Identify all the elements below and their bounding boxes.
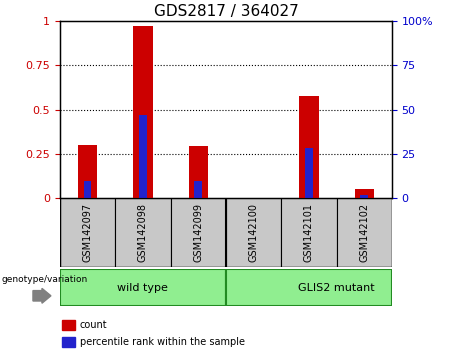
Bar	[299, 97, 319, 198]
Text: GSM142100: GSM142100	[248, 203, 259, 262]
FancyArrow shape	[33, 289, 51, 303]
Text: count: count	[80, 320, 107, 330]
Text: GSM142097: GSM142097	[83, 203, 93, 262]
Bar	[84, 181, 91, 198]
Bar	[60, 198, 115, 267]
Bar	[133, 26, 153, 198]
Bar	[189, 146, 208, 198]
Bar	[355, 188, 374, 198]
Bar	[62, 337, 75, 347]
Bar	[226, 198, 281, 267]
Bar	[171, 198, 226, 267]
Text: genotype/variation: genotype/variation	[2, 275, 88, 284]
Text: GSM142101: GSM142101	[304, 203, 314, 262]
Bar	[139, 115, 147, 198]
Text: percentile rank within the sample: percentile rank within the sample	[80, 337, 245, 347]
Bar	[62, 320, 75, 330]
Bar	[78, 145, 97, 198]
Title: GDS2817 / 364027: GDS2817 / 364027	[154, 4, 298, 19]
Text: GSM142099: GSM142099	[193, 203, 203, 262]
Bar	[305, 148, 313, 198]
Bar	[115, 198, 171, 267]
Bar	[361, 195, 368, 198]
Text: GSM142102: GSM142102	[359, 203, 369, 262]
Bar	[195, 181, 202, 198]
Bar	[226, 269, 392, 306]
Text: wild type: wild type	[118, 282, 168, 293]
Text: GLIS2 mutant: GLIS2 mutant	[298, 282, 375, 293]
Bar	[60, 269, 226, 306]
Text: GSM142098: GSM142098	[138, 203, 148, 262]
Bar	[337, 198, 392, 267]
Bar	[281, 198, 337, 267]
